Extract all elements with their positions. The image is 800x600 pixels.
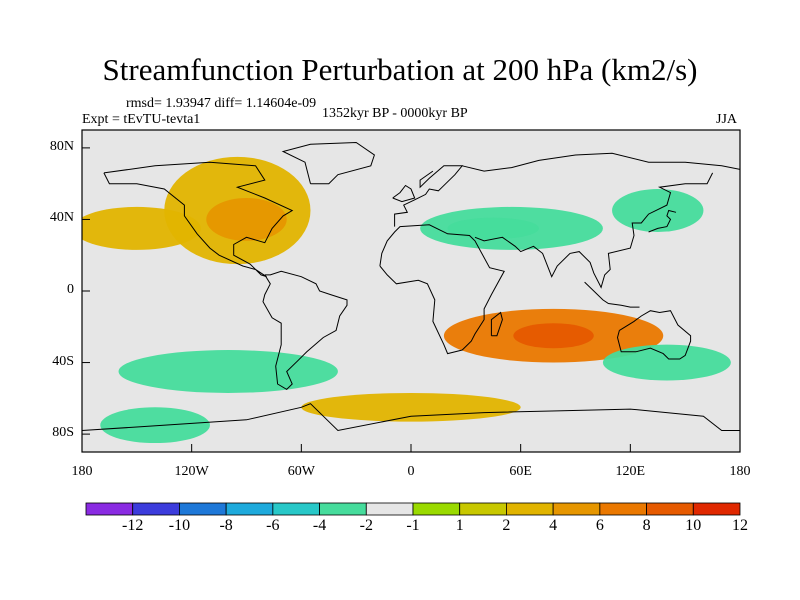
colorbar-label: 8	[642, 517, 651, 534]
colorbar-swatch-4	[272, 502, 320, 516]
coastline-segment-6	[616, 310, 692, 360]
contour-southern-indian-ocean-core	[513, 323, 594, 349]
lat-tick-label: 80S	[52, 425, 74, 441]
colorbar-swatch-10	[552, 502, 601, 516]
colorbar-swatch-8	[459, 502, 507, 516]
coastline-segment-10	[648, 209, 677, 233]
lat-tick-label: 0	[67, 282, 74, 297]
lat-tick-label: 40S	[52, 353, 74, 369]
colorbar-label: 10	[685, 517, 702, 534]
lon-tick-label: 60E	[509, 464, 532, 479]
colorbar-swatch-3	[225, 502, 274, 516]
colorbar-swatch-7	[412, 502, 461, 516]
coastline-segment-11	[584, 281, 640, 308]
contour-north-america-core	[206, 197, 287, 241]
colorbar-label: 1	[455, 517, 464, 534]
contour-australia-negative	[602, 344, 731, 381]
coastline-segment-3	[394, 165, 464, 227]
coastline-segment-1	[262, 270, 348, 391]
colorbar-label: -6	[266, 517, 280, 534]
colorbar-swatch-6	[365, 502, 414, 516]
colorbar-swatch-9	[506, 502, 554, 516]
contour-asia-negative-core	[447, 217, 539, 240]
map-title: Streamfunction Perturbation at 200 hPa (…	[102, 52, 698, 87]
colorbar-label: -10	[168, 517, 191, 534]
colorbar-label: -1	[406, 517, 420, 534]
stats-label: rmsd= 1.93947 diff= 1.14604e-09	[126, 96, 317, 111]
colorbar-swatch-11	[599, 502, 647, 516]
contour-south-atlantic-negative	[118, 350, 338, 393]
contour-arctic-negative	[612, 130, 740, 166]
colorbar-swatch-12	[646, 502, 694, 516]
contour-west-pacific-negative	[612, 189, 704, 232]
contour-north-atlantic-positive	[82, 206, 201, 250]
season-label: JJA	[716, 112, 738, 127]
experiment-label: Expt = tEvTU-tevta1	[82, 112, 201, 127]
colorbar-label: -2	[359, 517, 373, 534]
colorbar-swatch-2	[179, 502, 227, 516]
colorbar-swatch-13	[692, 502, 741, 516]
coastline-segment-9	[281, 141, 375, 185]
lon-tick-label: 180	[729, 464, 751, 479]
colorbar-label: -4	[312, 517, 327, 534]
colorbar-label: 2	[502, 517, 511, 534]
colorbar-label: 12	[732, 517, 748, 534]
coastline-segment-12	[392, 184, 416, 203]
colorbar-swatch-1	[132, 502, 180, 516]
lon-tick-label: 120W	[174, 464, 209, 479]
colorbar-swatch-5	[319, 502, 367, 516]
lat-tick-label: 40N	[49, 210, 74, 226]
coastline-segment-0	[103, 161, 294, 278]
coastline-segment-2	[379, 224, 505, 355]
lon-tick-label: 120E	[615, 464, 646, 479]
lon-tick-label: 60W	[287, 464, 315, 479]
coastlines	[82, 141, 740, 432]
coastline-segment-8	[82, 403, 740, 432]
colorbar-swatch-0	[85, 502, 134, 516]
coastline-segment-4	[462, 152, 740, 172]
lat-tick-label: 80N	[49, 138, 74, 154]
lon-tick-label: 0	[407, 464, 415, 479]
colorbar-label: 6	[595, 517, 604, 534]
contour-pacific-high-negative	[100, 407, 210, 444]
contour-equatorial-pacific-negative	[155, 282, 302, 318]
coastline-segment-7	[490, 311, 503, 337]
colorbar-label: -12	[122, 517, 144, 534]
contour-southern-ocean-positive	[301, 392, 521, 422]
colorbar-label: 4	[549, 517, 558, 534]
colorbar-label: -8	[219, 517, 233, 534]
coastline-segment-5	[474, 172, 714, 289]
period-label: 1352kyr BP - 0000kyr BP	[322, 106, 468, 121]
lon-tick-label: 180	[71, 464, 93, 479]
